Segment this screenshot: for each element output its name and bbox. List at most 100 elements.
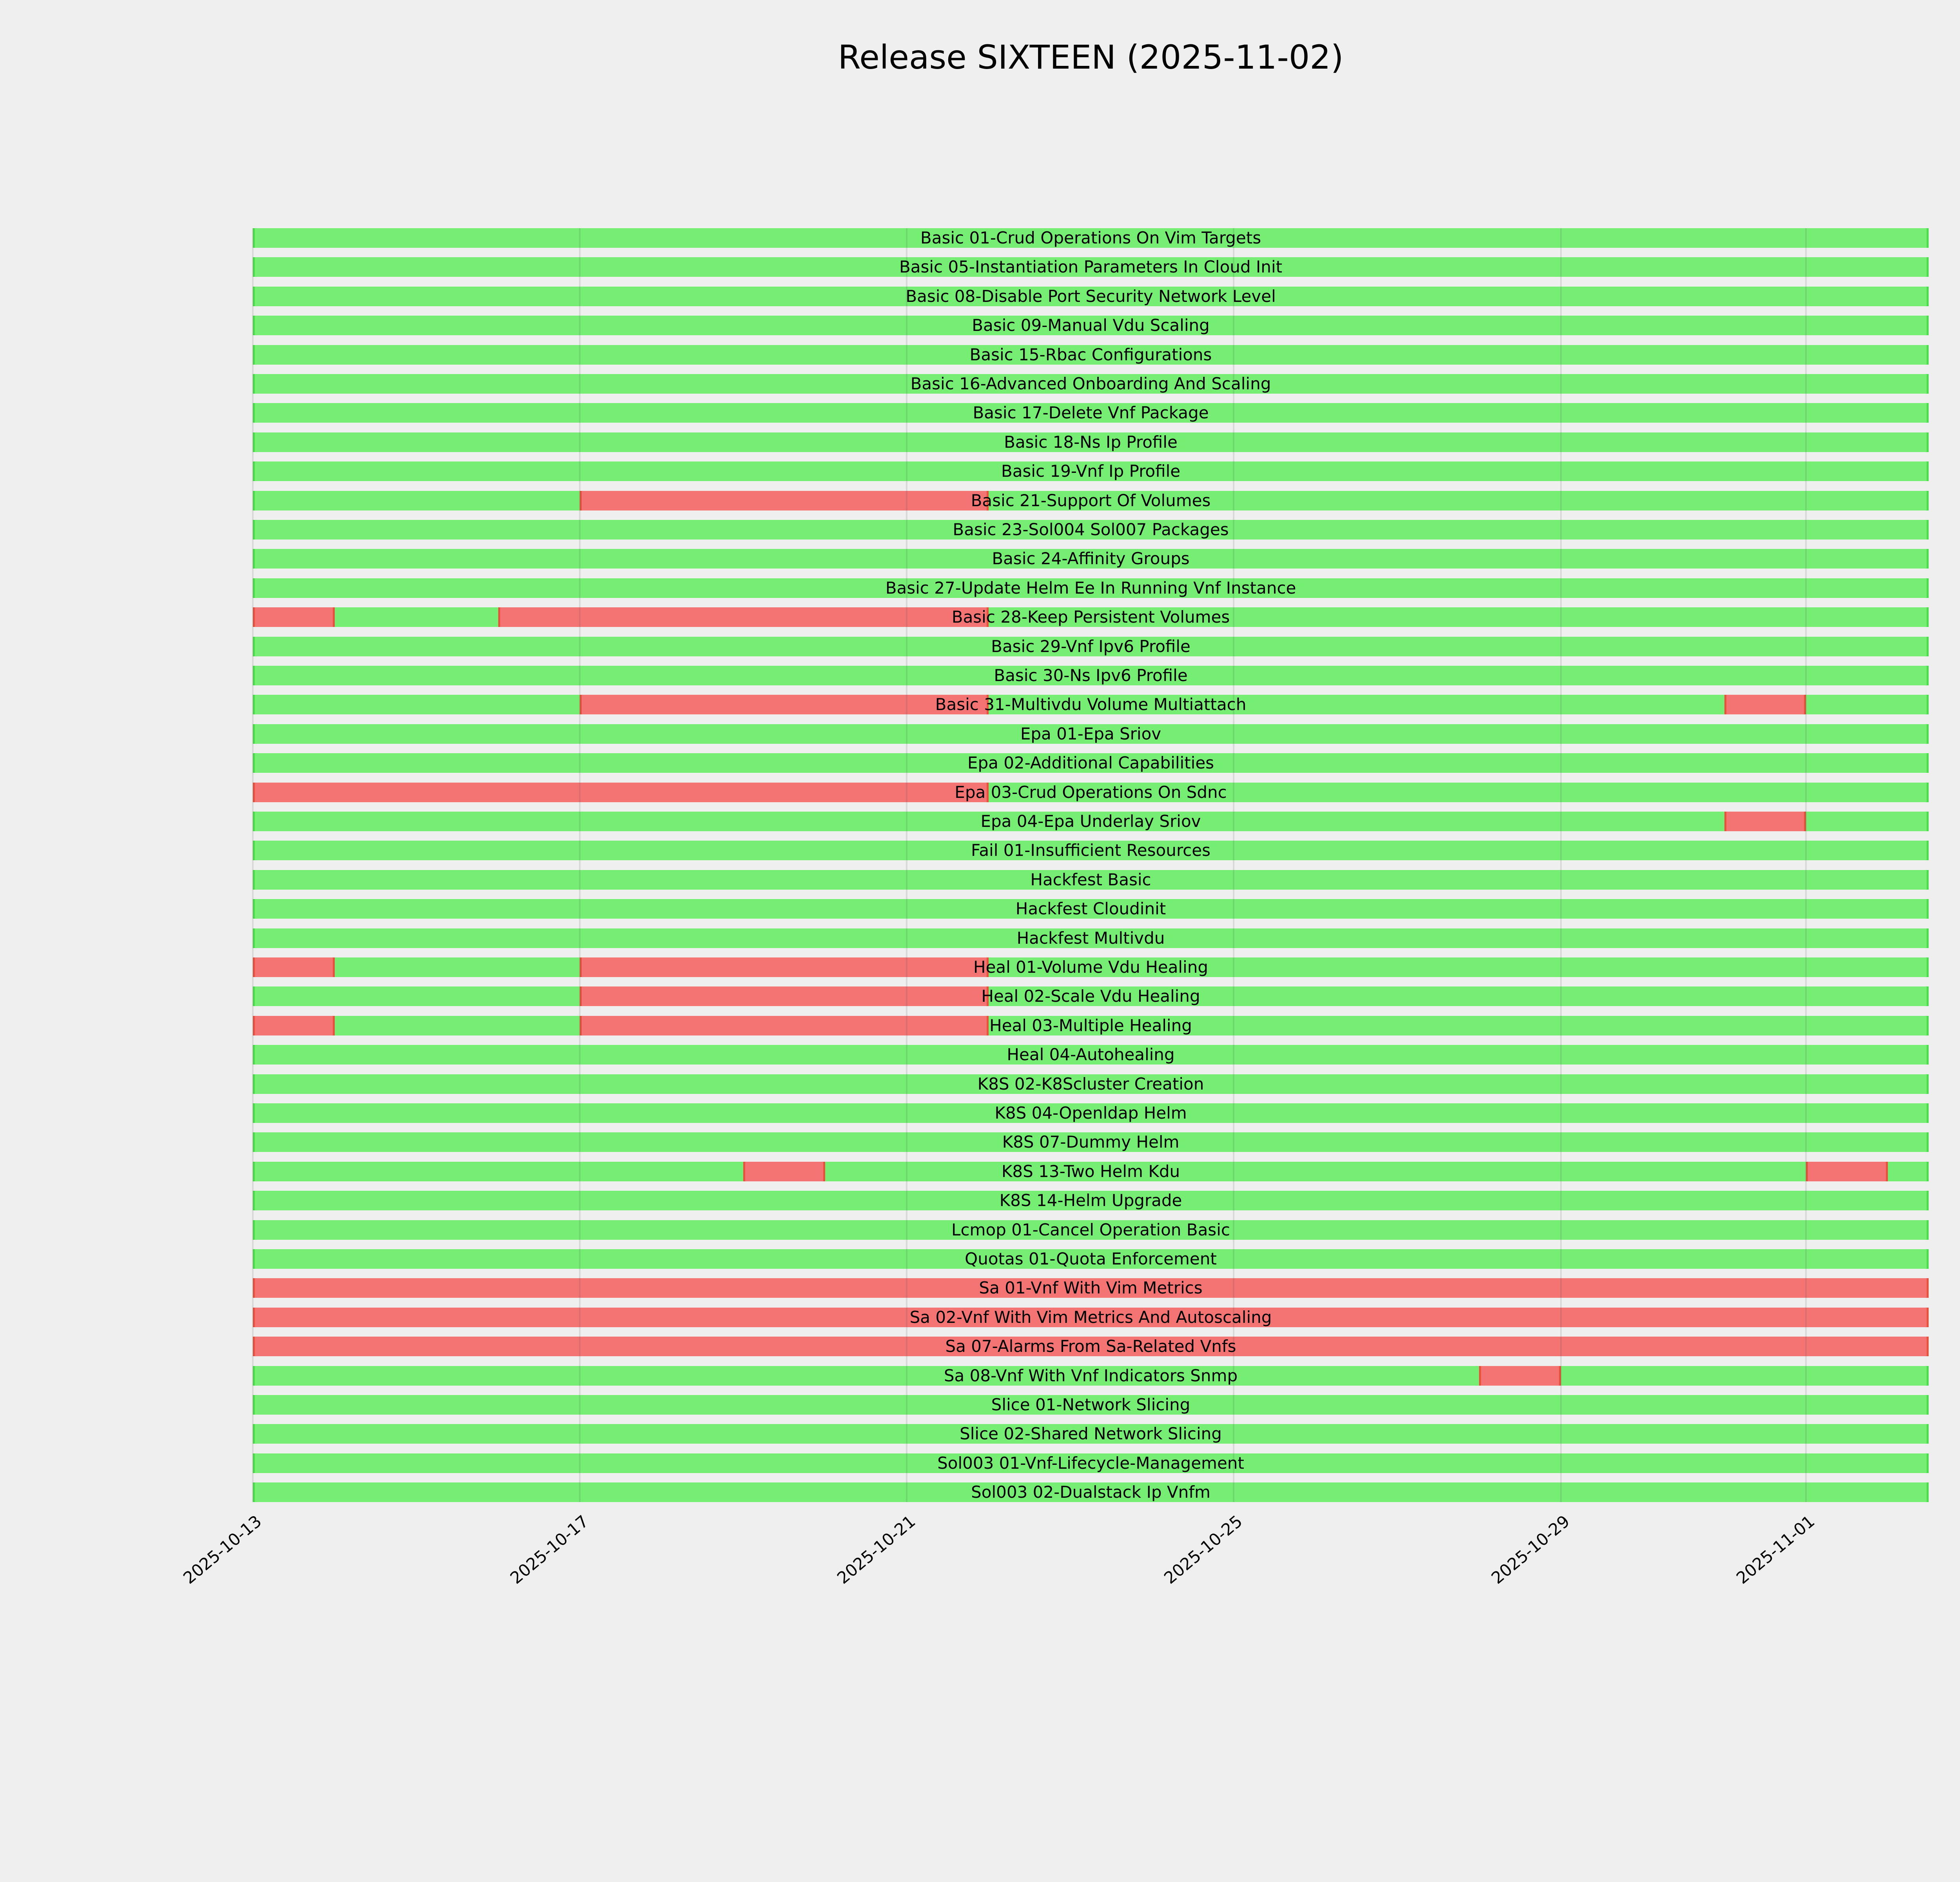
chart-title: Release SIXTEEN (2025-11-02) <box>838 38 1344 76</box>
row-label: Basic 05-Instantiation Parameters In Clo… <box>899 257 1283 277</box>
pass-bar <box>253 928 1929 948</box>
pass-bar <box>253 1161 1929 1181</box>
fail-segment <box>253 1278 1929 1298</box>
row-label: Sa 01-Vnf With Vim Metrics <box>979 1278 1203 1298</box>
pass-bar <box>253 1103 1929 1123</box>
fail-segment <box>580 1015 989 1035</box>
gantt-row: Hackfest Cloudinit <box>253 899 1929 919</box>
gantt-row: Epa 04-Epa Underlay Sriov <box>253 812 1929 831</box>
row-label: Basic 29-Vnf Ipv6 Profile <box>991 636 1191 656</box>
fail-segment <box>253 1307 1929 1327</box>
pass-bar <box>253 1249 1929 1269</box>
gridline <box>1805 228 1807 1502</box>
pass-bar <box>253 1074 1929 1094</box>
gantt-row: Heal 03-Multiple Healing <box>253 1015 1929 1035</box>
fail-segment <box>1806 1161 1888 1181</box>
row-label: Epa 03-Crud Operations On Sdnc <box>955 782 1227 802</box>
row-label: Heal 04-Autohealing <box>1007 1045 1175 1065</box>
row-label: Hackfest Basic <box>1030 870 1151 889</box>
gantt-row: Basic 31-Multivdu Volume Multiattach <box>253 695 1929 715</box>
gantt-row: Epa 03-Crud Operations On Sdnc <box>253 782 1929 802</box>
gantt-row: K8S 04-Openldap Helm <box>253 1103 1929 1123</box>
plot-area: Basic 01-Crud Operations On Vim Targets B… <box>252 228 1929 1502</box>
row-label: K8S 13-Two Helm Kdu <box>1001 1161 1180 1181</box>
gridline <box>906 228 908 1502</box>
pass-bar <box>253 432 1929 452</box>
fail-segment <box>580 695 989 715</box>
pass-bar <box>253 286 1929 306</box>
pass-bar <box>253 812 1929 831</box>
pass-bar <box>253 228 1929 248</box>
row-label: Basic 16-Advanced Onboarding And Scaling <box>910 374 1271 393</box>
gantt-row: Basic 17-Delete Vnf Package <box>253 403 1929 423</box>
pass-bar <box>253 957 1929 977</box>
row-label: Sa 08-Vnf With Vnf Indicators Snmp <box>944 1366 1238 1385</box>
gantt-row: Slice 02-Shared Network Slicing <box>253 1424 1929 1444</box>
gantt-row: Basic 28-Keep Persistent Volumes <box>253 607 1929 627</box>
gantt-row: Basic 30-Ns Ipv6 Profile <box>253 666 1929 685</box>
row-label: K8S 02-K8Scluster Creation <box>977 1074 1204 1094</box>
pass-bar <box>253 1366 1929 1386</box>
gantt-row: Fail 01-Insufficient Resources <box>253 841 1929 861</box>
gantt-row: Sa 01-Vnf With Vim Metrics <box>253 1278 1929 1298</box>
pass-bar <box>253 490 1929 510</box>
gantt-row: Sol003 02-Dualstack Ip Vnfm <box>253 1482 1929 1502</box>
fail-segment <box>253 607 335 627</box>
pass-bar <box>253 257 1929 277</box>
pass-bar <box>253 374 1929 394</box>
pass-bar <box>253 1424 1929 1444</box>
fail-segment <box>253 957 335 977</box>
x-axis: 2025-10-13 2025-10-17 2025-10-21 2025-10-25… <box>180 1502 1929 1667</box>
gantt-row: Basic 29-Vnf Ipv6 Profile <box>253 636 1929 656</box>
row-label: Sol003 01-Vnf-Lifecycle-Management <box>937 1453 1244 1473</box>
row-label: K8S 04-Openldap Helm <box>995 1103 1187 1123</box>
row-label: Sa 07-Alarms From Sa-Related Vnfs <box>945 1337 1236 1356</box>
gantt-row: Basic 27-Update Helm Ee In Running Vnf I… <box>253 578 1929 598</box>
gantt-row: Hackfest Basic <box>253 870 1929 890</box>
fail-segment <box>580 986 989 1006</box>
row-label: Basic 23-Sol004 Sol007 Packages <box>953 520 1229 539</box>
gantt-row: Sol003 01-Vnf-Lifecycle-Management <box>253 1453 1929 1473</box>
gantt-row: Sa 07-Alarms From Sa-Related Vnfs <box>253 1337 1929 1357</box>
row-label: Basic 27-Update Helm Ee In Running Vnf I… <box>885 578 1296 598</box>
row-label: Sa 02-Vnf With Vim Metrics And Autoscali… <box>909 1307 1272 1327</box>
row-label: Slice 01-Network Slicing <box>991 1395 1191 1414</box>
pass-bar <box>253 724 1929 744</box>
gantt-row: Basic 08-Disable Port Security Network L… <box>253 286 1929 306</box>
pass-bar <box>253 549 1929 569</box>
pass-bar <box>253 695 1929 715</box>
x-tick-label: 2025-10-25 <box>1160 1511 1246 1588</box>
gantt-row: Epa 02-Additional Capabilities <box>253 753 1929 773</box>
gantt-row: Basic 21-Support Of Volumes <box>253 490 1929 510</box>
gridline <box>579 228 581 1502</box>
gridline <box>252 228 254 1502</box>
pass-bar <box>253 1191 1929 1211</box>
fail-segment <box>1724 812 1806 831</box>
pass-bar <box>253 1015 1929 1035</box>
fail-segment <box>580 490 989 510</box>
row-label: Epa 04-Epa Underlay Sriov <box>980 812 1201 831</box>
gantt-row: Epa 01-Epa Sriov <box>253 724 1929 744</box>
row-label: Quotas 01-Quota Enforcement <box>965 1249 1217 1268</box>
pass-bar <box>253 636 1929 656</box>
row-label: Basic 17-Delete Vnf Package <box>973 403 1209 423</box>
pass-bar <box>253 461 1929 481</box>
gantt-row: Sa 02-Vnf With Vim Metrics And Autoscali… <box>253 1307 1929 1327</box>
gantt-row: Sa 08-Vnf With Vnf Indicators Snmp <box>253 1366 1929 1386</box>
gantt-row: Basic 19-Vnf Ip Profile <box>253 461 1929 481</box>
gantt-row: Heal 02-Scale Vdu Healing <box>253 986 1929 1006</box>
gantt-row: Basic 24-Affinity Groups <box>253 549 1929 569</box>
gantt-row: Slice 01-Network Slicing <box>253 1395 1929 1415</box>
gantt-row: Hackfest Multivdu <box>253 928 1929 948</box>
x-tick-label: 2025-10-21 <box>833 1511 919 1588</box>
x-tick-label: 2025-10-17 <box>506 1511 592 1588</box>
row-label: Slice 02-Shared Network Slicing <box>960 1424 1222 1444</box>
pass-bar <box>253 841 1929 861</box>
pass-bar <box>253 666 1929 685</box>
gantt-row: Basic 15-Rbac Configurations <box>253 345 1929 365</box>
x-tick-label: 2025-11-01 <box>1733 1511 1818 1588</box>
row-label: Basic 09-Manual Vdu Scaling <box>972 316 1210 335</box>
row-label: Sol003 02-Dualstack Ip Vnfm <box>971 1482 1210 1502</box>
row-label: Epa 01-Epa Sriov <box>1020 724 1161 743</box>
gantt-row: Basic 09-Manual Vdu Scaling <box>253 316 1929 336</box>
